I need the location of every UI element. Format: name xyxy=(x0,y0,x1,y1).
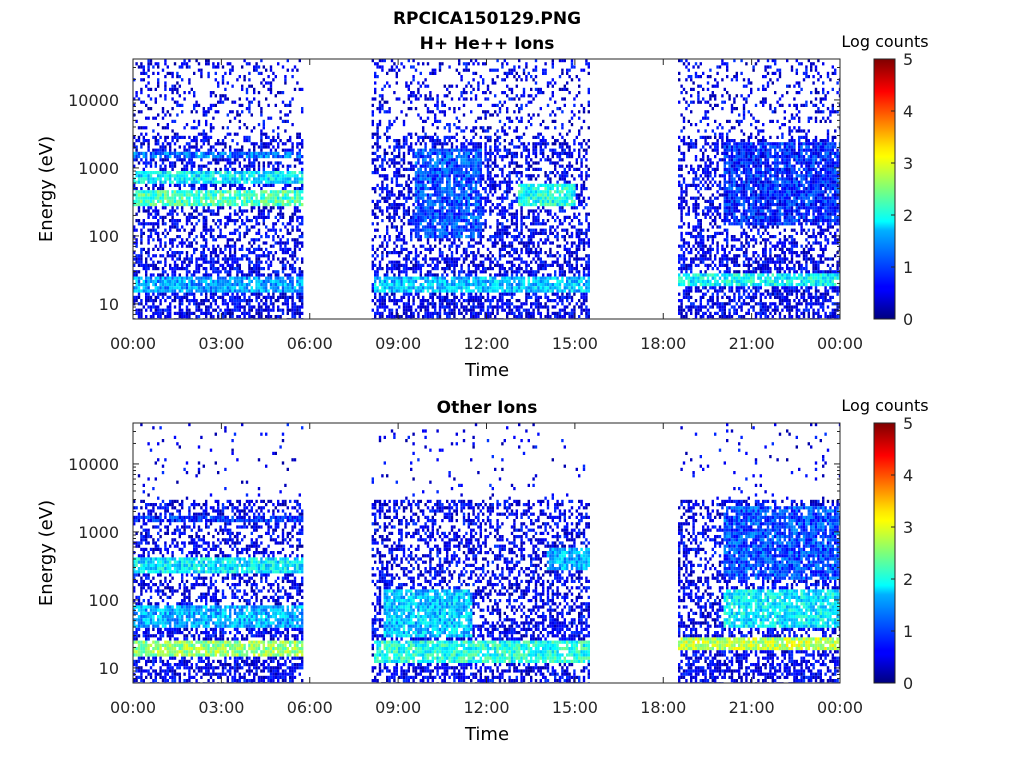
figure-title: RPCICA150129.PNG xyxy=(393,9,581,29)
x-tick-label: 00:00 xyxy=(817,334,863,353)
colorbar-tick-label: 4 xyxy=(903,466,913,485)
panel-bottom: Other Ions 00:00 03:00 06:00 09:00 12:00 15:0… xyxy=(36,396,929,745)
panel-top-title: H+ He++ Ions xyxy=(420,34,555,54)
x-tick-label: 21:00 xyxy=(729,698,775,717)
colorbar-tick-label: 2 xyxy=(903,570,913,589)
y-tick-label: 1000 xyxy=(78,159,119,178)
x-tick-label: 12:00 xyxy=(463,334,509,353)
y-tick-label: 100 xyxy=(88,591,119,610)
y-tick-label: 10 xyxy=(99,659,119,678)
colorbar-tick-label: 5 xyxy=(903,50,913,69)
x-tick-label: 06:00 xyxy=(287,698,333,717)
x-tick-label: 21:00 xyxy=(729,334,775,353)
x-tick-label: 15:00 xyxy=(552,334,598,353)
y-tick-label: 10 xyxy=(99,295,119,314)
y-axis-label-top: Energy (eV) xyxy=(36,136,57,242)
colorbar-top xyxy=(874,59,895,319)
x-tick-label: 12:00 xyxy=(463,698,509,717)
x-tick-label: 00:00 xyxy=(110,698,156,717)
y-axis-label-bottom: Energy (eV) xyxy=(36,500,57,606)
colorbar-bottom xyxy=(874,423,895,683)
x-tick-label: 18:00 xyxy=(640,334,686,353)
y-tick-label: 10000 xyxy=(68,455,119,474)
x-tick-label: 03:00 xyxy=(198,334,244,353)
x-tick-label: 18:00 xyxy=(640,698,686,717)
colorbar-tick-label: 0 xyxy=(903,674,913,693)
colorbar-tick-label: 1 xyxy=(903,622,913,641)
x-tick-label: 00:00 xyxy=(110,334,156,353)
y-tick-label: 10000 xyxy=(68,91,119,110)
colorbar-label-bottom: Log counts xyxy=(841,396,928,415)
spectrogram-top xyxy=(133,59,841,321)
x-tick-label: 00:00 xyxy=(817,698,863,717)
colorbar-tick-label: 3 xyxy=(903,518,913,537)
spectrogram-bottom xyxy=(133,423,841,685)
y-tick-label: 100 xyxy=(88,227,119,246)
x-tick-label: 15:00 xyxy=(552,698,598,717)
colorbar-tick-label: 5 xyxy=(903,414,913,433)
y-tick-label: 1000 xyxy=(78,523,119,542)
panel-bottom-title: Other Ions xyxy=(437,398,538,418)
colorbar-label-top: Log counts xyxy=(841,32,928,51)
x-tick-label: 09:00 xyxy=(375,334,421,353)
x-axis-label-bottom: Time xyxy=(464,724,509,745)
x-tick-label: 06:00 xyxy=(287,334,333,353)
x-tick-label: 09:00 xyxy=(375,698,421,717)
colorbar-tick-label: 4 xyxy=(903,102,913,121)
x-tick-label: 03:00 xyxy=(198,698,244,717)
colorbar-tick-label: 1 xyxy=(903,258,913,277)
colorbar-tick-label: 0 xyxy=(903,310,913,329)
colorbar-tick-label: 3 xyxy=(903,154,913,173)
x-axis-label-top: Time xyxy=(464,360,509,381)
colorbar-tick-label: 2 xyxy=(903,206,913,225)
